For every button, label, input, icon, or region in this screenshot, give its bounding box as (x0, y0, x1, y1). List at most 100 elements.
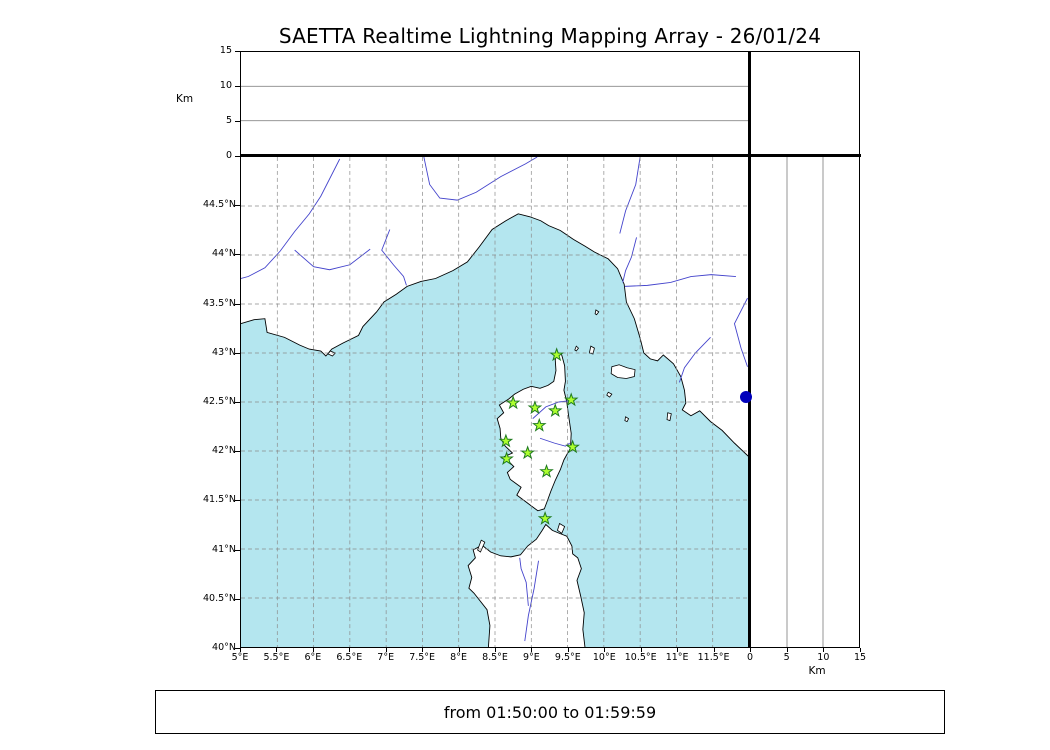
tick-mark (604, 648, 606, 652)
lon-tick-label: 9.5°E (554, 652, 581, 663)
tick-mark (677, 648, 679, 652)
axis-divider-vertical (748, 51, 751, 648)
island-giglio (666, 412, 672, 422)
tick-mark (531, 648, 533, 652)
tick-mark (495, 648, 496, 652)
alt-tick-label: 10 (817, 652, 830, 663)
time-window-text: from 01:50:00 to 01:59:59 (443, 702, 657, 722)
tick-mark (422, 648, 424, 652)
lat-tick-label: 44.5°N (202, 199, 236, 211)
lat-tick-label: 44°N (212, 248, 236, 260)
island-pianosa (606, 391, 613, 398)
island-maddalena (556, 522, 566, 534)
lon-tick-label: 5°E (231, 652, 249, 663)
river (294, 248, 371, 271)
map-canvas (241, 157, 749, 647)
lat-tick-label: 42°N (212, 445, 236, 457)
altitude-longitude-canvas (241, 85, 749, 122)
tick-mark (235, 51, 240, 52)
river (622, 237, 637, 283)
lon-tick-label: 10°E (592, 652, 616, 663)
tick-mark (823, 648, 825, 652)
river (624, 274, 736, 287)
river (241, 158, 341, 279)
alt-tick-label: 15 (219, 45, 232, 56)
tick-mark (235, 500, 240, 502)
station-marker (499, 451, 514, 466)
tick-mark (235, 205, 240, 207)
station-marker (537, 510, 553, 525)
time-window-box: from 01:50:00 to 01:59:59 (155, 690, 945, 734)
lon-tick-label: 11.5°E (697, 652, 730, 663)
station-marker (547, 403, 563, 418)
alt-tick-label: 10 (219, 80, 232, 91)
alt-tick-label: 5 (225, 115, 232, 126)
tick-mark (235, 451, 240, 453)
island-capraia (588, 345, 595, 355)
river (423, 157, 538, 201)
station-marker (563, 392, 579, 407)
station-marker (527, 400, 543, 415)
tick-mark (235, 648, 240, 649)
tick-mark (235, 121, 240, 122)
tick-mark (235, 598, 240, 600)
tick-mark (640, 648, 642, 652)
tick-mark (713, 648, 715, 652)
alt-tick-label: 5 (783, 652, 790, 663)
river (381, 229, 407, 286)
alt-tick-label: 15 (853, 652, 867, 663)
lat-tick-label: 41.5°N (202, 494, 236, 506)
tick-mark (750, 648, 751, 652)
island-giraglia (574, 345, 580, 352)
lat-tick-label: 43°N (212, 346, 236, 358)
island-elba (610, 364, 636, 379)
alt-tick-label: 0 (225, 150, 232, 161)
tick-mark (349, 648, 351, 652)
tick-mark (458, 648, 460, 652)
lon-tick-label: 11°E (665, 652, 689, 663)
map-panel (240, 156, 750, 648)
tick-mark (235, 402, 240, 403)
coastline-sardinia (467, 523, 586, 647)
station-marker (549, 347, 564, 362)
tick-mark (235, 549, 240, 551)
lon-tick-label: 10.5°E (624, 652, 657, 663)
lat-tick-label: 41°N (212, 543, 236, 555)
alt-tick-label: 0 (746, 652, 754, 663)
station-marker (531, 417, 547, 432)
tick-mark (312, 648, 314, 652)
river (524, 560, 539, 642)
tick-mark (240, 648, 241, 652)
tick-mark (385, 648, 387, 652)
lon-tick-label: 6°E (304, 652, 322, 663)
altitude-vs-latitude-panel (750, 156, 860, 648)
station-marker (565, 439, 580, 454)
river (678, 337, 711, 383)
station-marker (539, 463, 554, 478)
tick-mark (235, 156, 240, 157)
lon-tick-label: 6.5°E (336, 652, 363, 663)
altitude-vs-longitude-panel (240, 51, 750, 156)
lon-tick-label: 7.5°E (409, 652, 436, 663)
lat-tick-label: 42.5°N (202, 396, 236, 407)
station-marker (505, 395, 521, 410)
axis-divider-horizontal (240, 154, 861, 157)
station-marker (520, 445, 535, 460)
lat-tick-label: 40.5°N (202, 592, 236, 604)
island-gorgona (594, 309, 600, 316)
tick-mark (567, 648, 569, 652)
lon-tick-label: 8.5°E (482, 652, 508, 663)
lon-tick-label: 5.5°E (263, 652, 290, 663)
island-corsica (496, 351, 572, 512)
lon-tick-label: 9°E (523, 652, 540, 663)
tick-mark (235, 254, 240, 256)
tick-mark (276, 648, 278, 652)
tick-mark (786, 648, 788, 652)
river (532, 400, 568, 419)
altitude-axis-label-left: Km (176, 93, 194, 105)
tick-mark (235, 303, 240, 305)
plot-title: SAETTA Realtime Lightning Mapping Array … (278, 24, 822, 48)
tick-mark (235, 86, 240, 87)
lat-tick-label: 40°N (212, 642, 236, 653)
